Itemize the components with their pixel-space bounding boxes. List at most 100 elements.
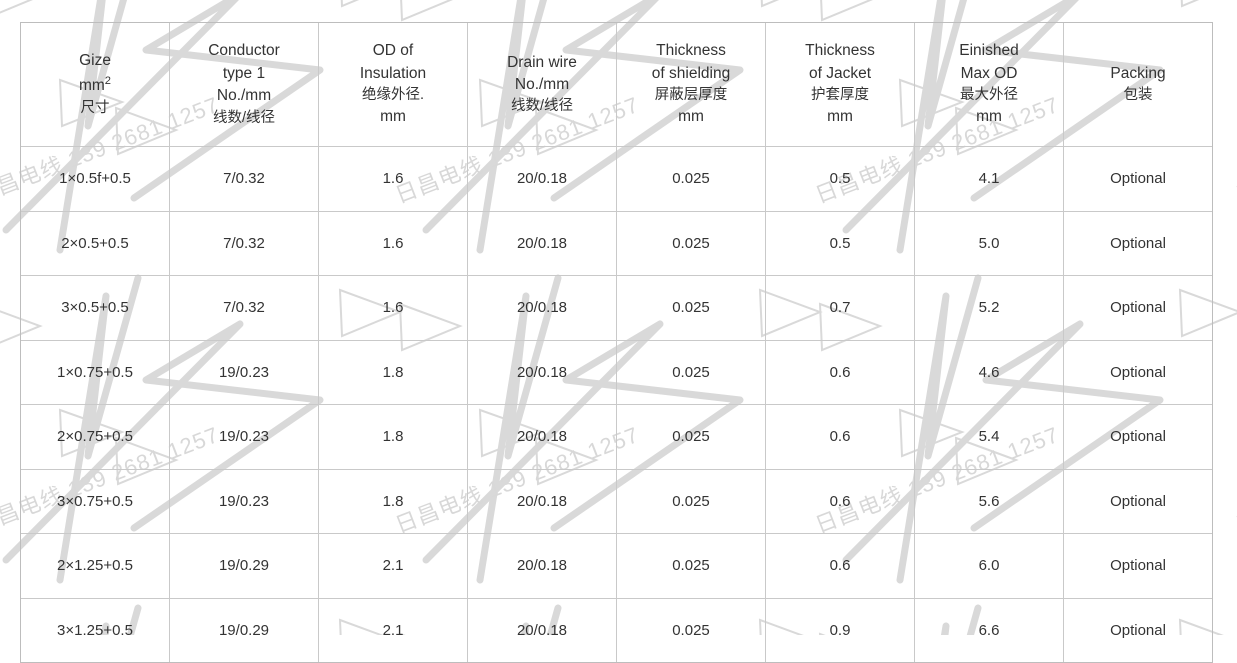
cell-size: 3×1.25+0.5 <box>20 597 170 663</box>
column-header-line: Gize <box>79 52 111 70</box>
cell-od_insulation: 1.8 <box>318 468 468 534</box>
column-header-thickness_shielding: Thickness of shielding 屏蔽层厚度 mm <box>616 22 766 147</box>
cell-drain_wire: 20/0.18 <box>467 210 617 276</box>
cell-thickness_jacket: 0.5 <box>765 146 915 212</box>
cable-specification-table: Gize mm2 尺寸 Conductor type 1 No./mm 线数/线径 OD of… <box>20 22 1213 663</box>
cell-od_insulation: 1.6 <box>318 275 468 341</box>
cell-size: 2×1.25+0.5 <box>20 533 170 599</box>
cell-drain_wire: 20/0.18 <box>467 468 617 534</box>
column-header-line: Insulation <box>359 64 427 82</box>
cell-thickness_shielding: 0.025 <box>616 146 766 212</box>
watermark-text: 日昌电线 139 2681 1257 <box>1231 92 1237 209</box>
cell-od_insulation: 1.6 <box>318 146 468 212</box>
cell-od_insulation: 2.1 <box>318 533 468 599</box>
cell-size: 2×0.75+0.5 <box>20 404 170 470</box>
cell-finished_max_od: 4.1 <box>914 146 1064 212</box>
column-header-line: 包装 <box>1123 87 1153 104</box>
table-row: 3×1.25+0.5 19/0.29 2.1 20/0.18 0.025 0.9 6.6 Op… <box>20 597 1213 663</box>
column-header-line: Packing <box>1110 64 1166 82</box>
cell-od_insulation: 1.8 <box>318 339 468 405</box>
cell-conductor: 7/0.32 <box>169 146 319 212</box>
cell-packing: Optional <box>1063 404 1213 470</box>
cell-finished_max_od: 5.0 <box>914 210 1064 276</box>
header-row: Gize mm2 尺寸 Conductor type 1 No./mm 线数/线径 OD of… <box>20 22 1213 147</box>
column-header-line: Conductor <box>208 42 280 60</box>
cell-finished_max_od: 5.6 <box>914 468 1064 534</box>
cell-thickness_jacket: 0.5 <box>765 210 915 276</box>
column-header-line: Drain wire <box>507 53 577 71</box>
cell-conductor: 19/0.23 <box>169 339 319 405</box>
cell-thickness_jacket: 0.9 <box>765 597 915 663</box>
cell-drain_wire: 20/0.18 <box>467 146 617 212</box>
column-header-line: 最大外径 <box>960 87 1018 104</box>
column-header-line: No./mm <box>216 87 272 105</box>
table-row: 3×0.75+0.5 19/0.23 1.8 20/0.18 0.025 0.6 5.6 Op… <box>20 468 1213 534</box>
cell-drain_wire: 20/0.18 <box>467 597 617 663</box>
cell-packing: Optional <box>1063 146 1213 212</box>
table-row: 3×0.5+0.5 7/0.32 1.6 20/0.18 0.025 0.7 5.2 Opti… <box>20 275 1213 341</box>
cell-thickness_jacket: 0.6 <box>765 339 915 405</box>
column-header-line: mm <box>678 108 704 126</box>
cell-thickness_shielding: 0.025 <box>616 339 766 405</box>
column-header-line: 绝缘外径. <box>361 87 425 104</box>
cell-conductor: 7/0.32 <box>169 210 319 276</box>
column-header-line: Einished <box>959 42 1019 60</box>
cell-conductor: 19/0.23 <box>169 468 319 534</box>
cell-packing: Optional <box>1063 468 1213 534</box>
table-row: 1×0.5f+0.5 7/0.32 1.6 20/0.18 0.025 0.5 4.1 Opt… <box>20 146 1213 212</box>
cell-size: 1×0.5f+0.5 <box>20 146 170 212</box>
table-header: Gize mm2 尺寸 Conductor type 1 No./mm 线数/线径 OD of… <box>20 22 1213 147</box>
column-header-packing: Packing 包装 <box>1063 22 1213 147</box>
column-header-line: Max OD <box>960 64 1018 82</box>
cell-od_insulation: 2.1 <box>318 597 468 663</box>
column-header-line: mm <box>827 108 853 126</box>
cell-conductor: 19/0.23 <box>169 404 319 470</box>
column-header-line: 线数/线径 <box>510 98 574 115</box>
table-row: 2×0.75+0.5 19/0.23 1.8 20/0.18 0.025 0.6 5.4 Op… <box>20 404 1213 470</box>
column-header-line: mm <box>976 108 1002 126</box>
cell-finished_max_od: 4.6 <box>914 339 1064 405</box>
column-header-line: type 1 <box>222 64 266 82</box>
cell-thickness_shielding: 0.025 <box>616 404 766 470</box>
column-header-line: Thickness <box>805 42 875 60</box>
cell-drain_wire: 20/0.18 <box>467 533 617 599</box>
spec-table-container: Gize mm2 尺寸 Conductor type 1 No./mm 线数/线径 OD of… <box>20 22 1213 663</box>
cell-thickness_shielding: 0.025 <box>616 275 766 341</box>
cell-thickness_jacket: 0.7 <box>765 275 915 341</box>
cell-thickness_jacket: 0.6 <box>765 404 915 470</box>
cell-conductor: 7/0.32 <box>169 275 319 341</box>
column-header-line: No./mm <box>514 75 570 93</box>
column-header-drain_wire: Drain wire No./mm 线数/线径 <box>467 22 617 147</box>
table-row: 1×0.75+0.5 19/0.23 1.8 20/0.18 0.025 0.6 4.6 Op… <box>20 339 1213 405</box>
cell-conductor: 19/0.29 <box>169 597 319 663</box>
cell-od_insulation: 1.8 <box>318 404 468 470</box>
cell-drain_wire: 20/0.18 <box>467 339 617 405</box>
column-header-line: 屏蔽层厚度 <box>654 87 728 104</box>
cell-thickness_shielding: 0.025 <box>616 597 766 663</box>
column-header-od_insulation: OD of Insulation 绝缘外径. mm <box>318 22 468 147</box>
cell-finished_max_od: 5.4 <box>914 404 1064 470</box>
column-header-line: OD of <box>372 42 414 60</box>
table-row: 2×1.25+0.5 19/0.29 2.1 20/0.18 0.025 0.6 6.0 Op… <box>20 533 1213 599</box>
cell-size: 1×0.75+0.5 <box>20 339 170 405</box>
cell-size: 2×0.5+0.5 <box>20 210 170 276</box>
column-header-line: 护套厚度 <box>811 87 869 104</box>
column-header-size: Gize mm2 尺寸 <box>20 22 170 147</box>
watermark-text: 日昌电线 139 2681 1257 <box>1231 422 1237 539</box>
cell-finished_max_od: 6.0 <box>914 533 1064 599</box>
column-header-line: mm <box>380 108 406 126</box>
cell-size: 3×0.75+0.5 <box>20 468 170 534</box>
column-header-line: of shielding <box>651 64 731 82</box>
cell-drain_wire: 20/0.18 <box>467 404 617 470</box>
cell-packing: Optional <box>1063 210 1213 276</box>
cell-drain_wire: 20/0.18 <box>467 275 617 341</box>
cell-packing: Optional <box>1063 533 1213 599</box>
cell-size: 3×0.5+0.5 <box>20 275 170 341</box>
column-header-line: of Jacket <box>808 64 872 82</box>
column-header-line: Thickness <box>656 42 726 60</box>
cell-thickness_jacket: 0.6 <box>765 533 915 599</box>
column-header-line: 线数/线径 <box>212 109 276 126</box>
cell-packing: Optional <box>1063 275 1213 341</box>
cell-thickness_shielding: 0.025 <box>616 533 766 599</box>
column-header-conductor: Conductor type 1 No./mm 线数/线径 <box>169 22 319 147</box>
